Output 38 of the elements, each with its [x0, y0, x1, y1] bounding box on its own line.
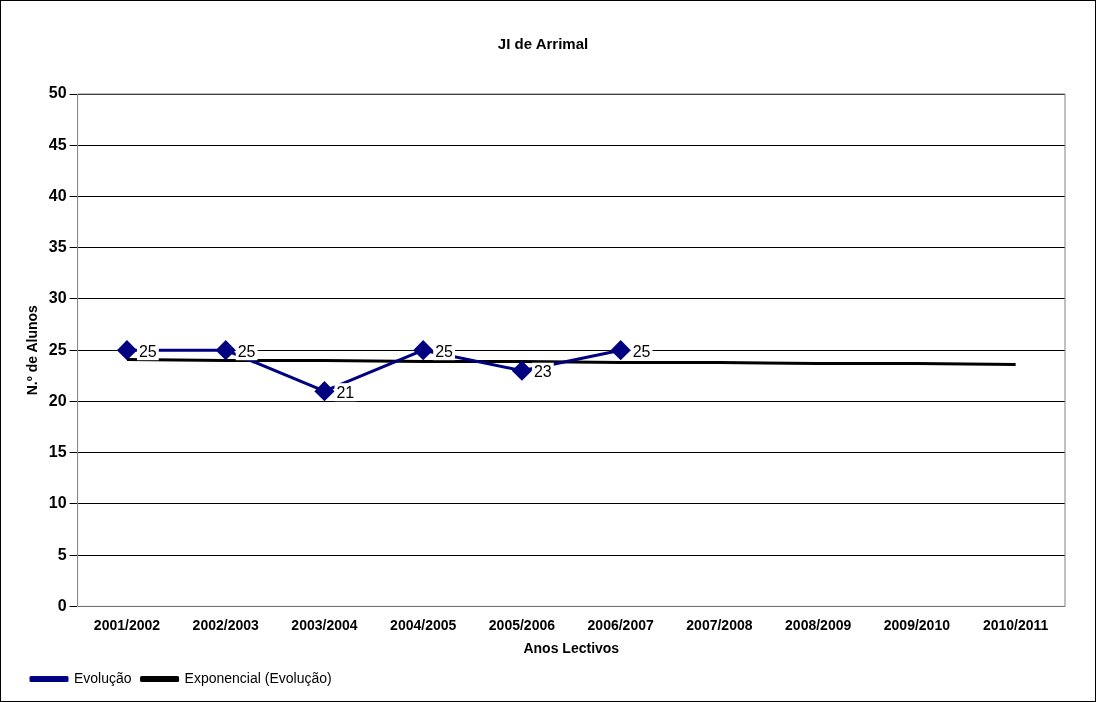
- y-tick-label: 5: [57, 545, 67, 563]
- x-tick-label: 2002/2003: [192, 616, 260, 633]
- y-tick-label: 20: [48, 391, 67, 409]
- legend-label: Exponencial (Evolução): [184, 669, 332, 686]
- y-tick-label: 40: [48, 186, 67, 204]
- y-tick-label: 15: [48, 443, 67, 461]
- data-label: 21: [336, 383, 355, 401]
- point: [314, 381, 334, 401]
- y-axis-title: N.º de Alunos: [24, 304, 41, 396]
- y-tick-label: 35: [48, 238, 67, 256]
- x-axis-title: Anos Lectivos: [523, 640, 620, 657]
- x-tick-label: 2003/2004: [291, 616, 358, 633]
- data-label: 23: [533, 363, 552, 381]
- chart-title: JI de Arrimal: [497, 35, 589, 53]
- y-tick-label: 25: [48, 340, 67, 358]
- data-label: 25: [138, 342, 157, 360]
- x-tick-label: 2007/2008: [686, 616, 753, 633]
- legend-label: Evolução: [74, 669, 132, 686]
- data-label: 25: [237, 342, 256, 360]
- y-tick-label: 45: [48, 135, 67, 153]
- point: [413, 340, 433, 360]
- point: [611, 340, 631, 360]
- x-tick-label: 2010/2011: [982, 616, 1049, 633]
- y-tick-label: 0: [57, 596, 67, 614]
- x-tick-label: 2009/2010: [883, 616, 951, 633]
- point: [216, 340, 236, 360]
- data-label: 25: [435, 342, 454, 360]
- x-tick-label: 2008/2009: [785, 616, 852, 633]
- y-tick-label: 10: [48, 494, 67, 512]
- x-tick-label: 2001/2002: [93, 616, 161, 633]
- data-label: 25: [632, 342, 651, 360]
- point: [117, 340, 137, 360]
- point: [512, 361, 532, 381]
- y-tick-label: 50: [48, 84, 67, 102]
- x-tick-label: 2006/2007: [587, 616, 654, 633]
- x-tick-label: 2004/2005: [390, 616, 457, 633]
- x-tick-label: 2005/2006: [488, 616, 556, 633]
- y-tick-label: 30: [48, 289, 67, 307]
